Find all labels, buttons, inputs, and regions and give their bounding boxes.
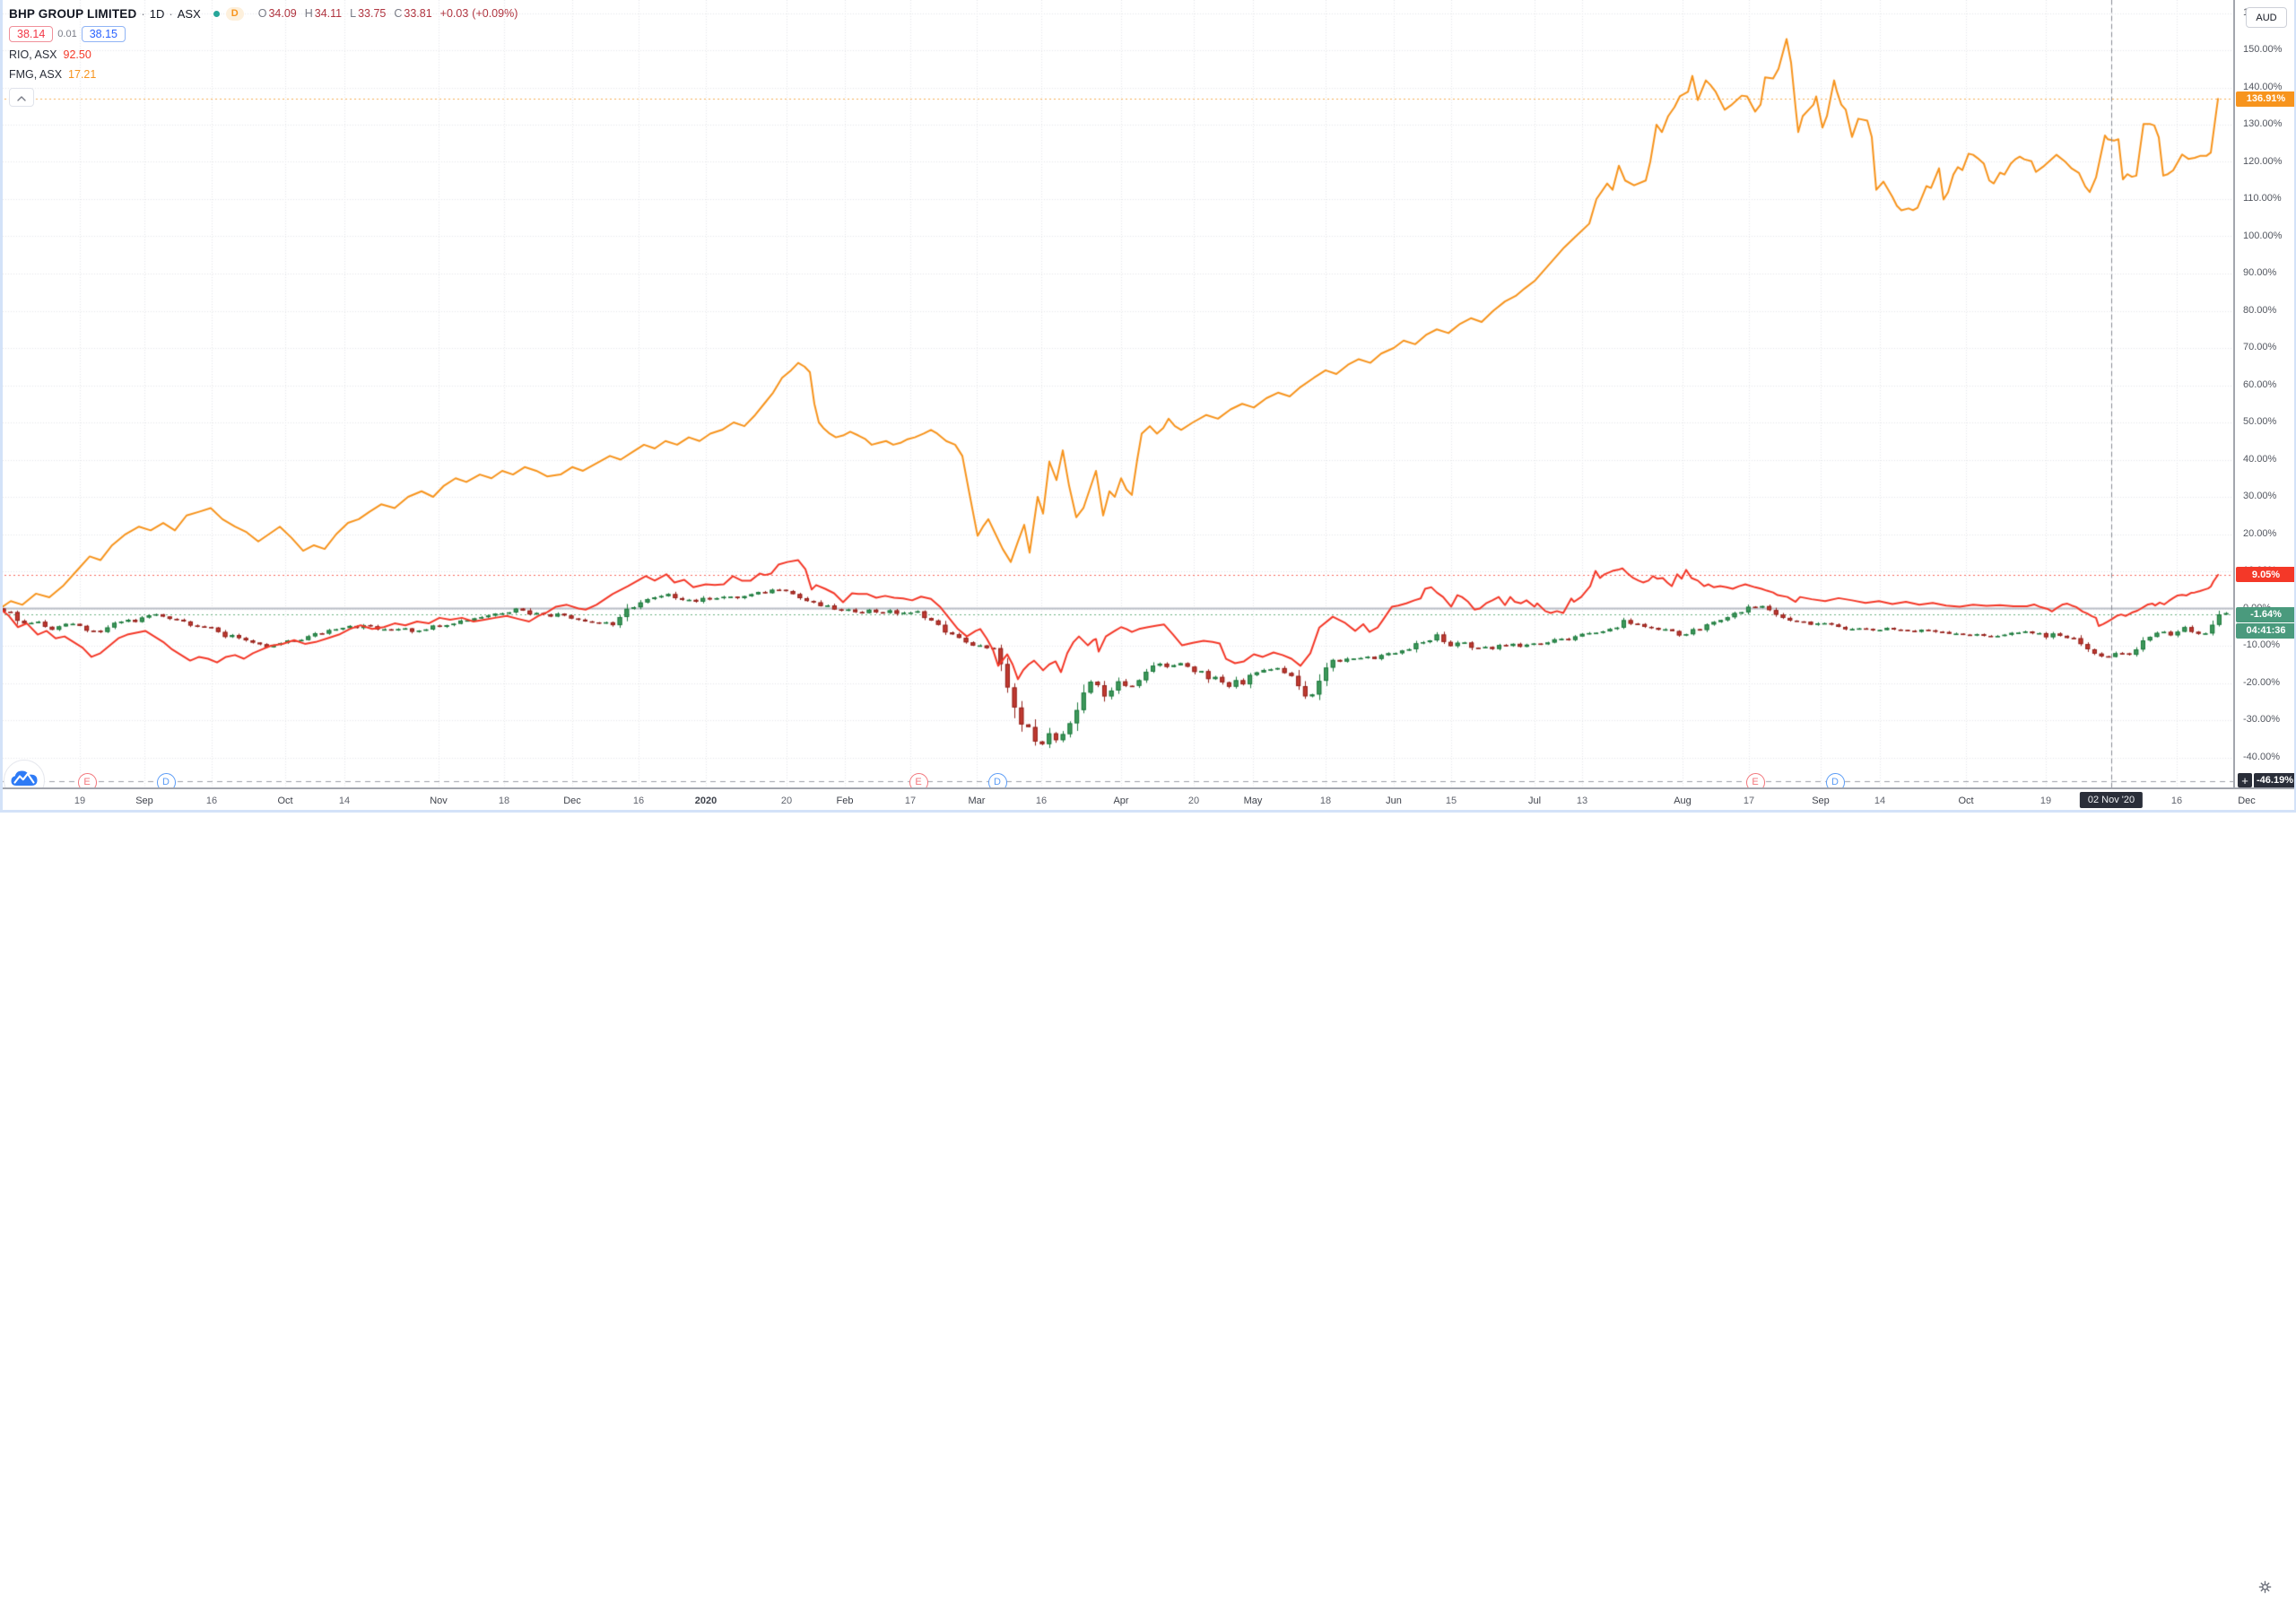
price-scale-tick: -10.00% <box>2243 639 2280 650</box>
crosshair-date-label: 02 Nov '20 <box>2079 792 2144 808</box>
compare-value-fmg: 17.21 <box>68 68 97 81</box>
time-axis-label: Aug <box>1674 796 1692 806</box>
window-edge-left <box>0 0 3 813</box>
compare-symbol-fmg[interactable]: FMG, ASX <box>9 68 63 81</box>
delayed-data-badge[interactable]: D <box>225 6 244 21</box>
time-axis-label: 19 <box>2039 796 2052 806</box>
time-axis-label: Oct <box>277 796 293 806</box>
time-axis-label: 13 <box>1576 796 1588 806</box>
time-axis-label: Mar <box>968 796 986 806</box>
settings-button[interactable] <box>2235 1578 2294 1600</box>
legend-separator: · <box>141 6 145 21</box>
price-scale-tick: 140.00% <box>2243 81 2283 92</box>
high-value: 34.11 <box>314 7 343 20</box>
time-axis-label: 19 <box>74 796 86 806</box>
price-label-rio-last: 9.05% <box>2236 567 2296 583</box>
price-scale-tick: 100.00% <box>2243 230 2283 241</box>
legend-separator: · <box>169 6 173 21</box>
open-label: O <box>257 7 267 20</box>
low-label: L <box>350 7 357 20</box>
exchange-label[interactable]: ASX <box>177 6 201 21</box>
price-scale-tick: 110.00% <box>2243 193 2282 204</box>
time-axis-label: Oct <box>1958 796 1974 806</box>
time-axis-label: Feb <box>836 796 854 806</box>
price-label-crosshair-price: -46.19% <box>2254 772 2296 788</box>
time-axis-label: 2020 <box>694 796 718 806</box>
price-scale-tick: 60.00% <box>2243 378 2277 390</box>
price-scale-tick: 50.00% <box>2243 416 2277 427</box>
price-scale-tick: 150.00% <box>2243 44 2283 55</box>
price-label-fmg-last: 136.91% <box>2236 91 2296 107</box>
price-scale-tick: 120.00% <box>2243 155 2283 167</box>
price-label-bhp-countdown: 04:41:36 <box>2236 622 2296 639</box>
time-axis-label: 20 <box>1187 796 1200 806</box>
close-value: 33.81 <box>404 7 432 20</box>
window-edge-right <box>2294 0 2296 813</box>
ohlc-readout: O 34.09 H 34.11 L 33.75 C 33.81 +0.03 (+0.09… <box>258 7 518 20</box>
price-scale-tick: 30.00% <box>2243 491 2277 501</box>
price-scale-tick: 40.00% <box>2243 453 2277 465</box>
time-axis-label: Jun <box>1386 796 1402 806</box>
time-axis-label: 14 <box>338 796 351 806</box>
time-axis-label: 15 <box>1445 796 1457 806</box>
ask-button[interactable]: 38.15 <box>81 26 126 42</box>
time-axis-label: 20 <box>780 796 793 806</box>
cloud-mountain-logo-icon <box>10 768 39 794</box>
add-alert-plus-button[interactable]: + <box>2238 773 2252 787</box>
time-axis-label: 16 <box>632 796 645 806</box>
price-scale-tick: 130.00% <box>2243 118 2283 129</box>
event-marker-earnings[interactable]: E <box>77 772 97 792</box>
time-axis-label: Dec <box>563 796 581 806</box>
price-scale-tick: 80.00% <box>2243 304 2277 316</box>
low-value: 33.75 <box>358 7 387 20</box>
bid-ask-row: 38.14 0.01 38.15 <box>9 25 517 43</box>
time-axis-label: 16 <box>1035 796 1048 806</box>
compare-symbol-rio[interactable]: RIO, ASX <box>9 48 57 61</box>
compare-row-rio[interactable]: RIO, ASX 92.50 <box>9 47 517 63</box>
window-edge-bottom <box>0 810 2296 813</box>
time-axis-label: Jul <box>1527 796 1542 806</box>
chevron-up-icon <box>17 90 26 106</box>
spread-value: 0.01 <box>57 29 77 39</box>
time-axis-label: 16 <box>2170 796 2183 806</box>
compare-value-rio: 92.50 <box>63 48 91 61</box>
time-axis-label: 16 <box>205 796 218 806</box>
time-axis-label: Sep <box>135 796 153 806</box>
price-scale-tick: -20.00% <box>2243 676 2280 688</box>
price-scale[interactable]: AUD + 160.00%150.00%140.00%130.00%120.00… <box>2233 0 2296 788</box>
time-axis-label: Nov <box>430 796 448 806</box>
time-axis-label: Sep <box>1812 796 1830 806</box>
close-label: C <box>394 7 403 20</box>
time-axis-label: 14 <box>1874 796 1886 806</box>
time-axis-label: 17 <box>1743 796 1755 806</box>
price-scale-tick: -30.00% <box>2243 714 2280 725</box>
interval-label[interactable]: 1D <box>149 6 165 21</box>
chart-plot-canvas[interactable] <box>0 0 2233 787</box>
currency-unit-button[interactable]: AUD <box>2246 7 2287 28</box>
price-scale-tick: 20.00% <box>2243 527 2277 539</box>
legend-collapse-button[interactable] <box>9 88 34 107</box>
price-label-bhp-last: -1.64% <box>2236 606 2296 622</box>
time-axis-label: 18 <box>1319 796 1332 806</box>
compare-row-fmg[interactable]: FMG, ASX 17.21 <box>9 66 517 83</box>
price-scale-tick: 90.00% <box>2243 267 2277 278</box>
change-percent: (+0.09%) <box>472 7 518 20</box>
symbol-title[interactable]: BHP GROUP LIMITED <box>9 6 137 21</box>
open-value: 34.09 <box>268 7 297 20</box>
price-scale-tick: 70.00% <box>2243 342 2277 352</box>
time-axis-label: 17 <box>904 796 917 806</box>
gear-icon <box>2258 1580 2272 1598</box>
time-axis-label: 18 <box>498 796 510 806</box>
bid-button[interactable]: 38.14 <box>9 26 54 42</box>
change-value: +0.03 <box>439 7 469 20</box>
high-label: H <box>304 7 313 20</box>
price-scale-tick: -40.00% <box>2243 751 2280 762</box>
time-axis-label: Dec <box>2238 796 2256 806</box>
time-axis-label: Apr <box>1113 796 1129 806</box>
time-axis-label: May <box>1243 796 1263 806</box>
market-status-dot-icon[interactable] <box>213 10 220 17</box>
